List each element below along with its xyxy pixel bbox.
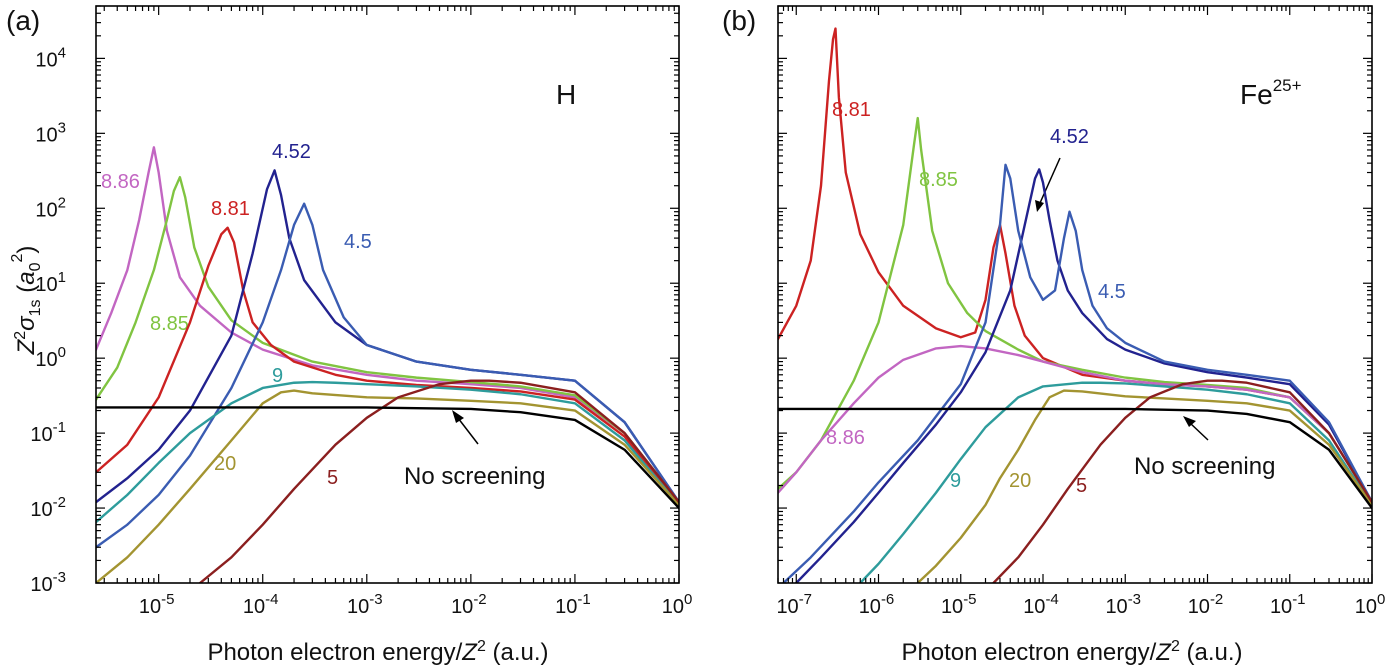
panel-a-label-20: 20	[214, 453, 236, 475]
panel-a-label-8-86: 8.86	[101, 171, 140, 193]
panel-b-label-5: 5	[1076, 475, 1087, 497]
panel-a-y-tick-label: 10-2	[30, 494, 66, 521]
panel-b-label-no-screening: No screening	[1134, 453, 1275, 480]
panel-b-series-line-5	[992, 379, 1372, 583]
panel-b-label-8-86: 8.86	[826, 427, 865, 449]
panel-a-x-tick-label: 10-5	[139, 591, 175, 618]
panel-b-x-tick-label: 10-4	[1023, 591, 1059, 618]
panel-b-x-tick-label: 10-3	[1105, 591, 1141, 618]
panel-a-series-line-8-81	[96, 226, 679, 507]
panel-b-series-line-4-52	[795, 168, 1372, 583]
panel-a-series-line-no-screening	[96, 406, 679, 510]
panel-b-series-line-20	[916, 389, 1372, 583]
panel-b-tick-labels: 10-7 10-6 10-5 10-4 10-3 10-2 10-1 100	[776, 591, 1385, 618]
panel-a-series-line-4-5	[96, 202, 679, 549]
panel-a-label-8-85: 8.85	[150, 313, 189, 335]
panel-b-label-4-5: 4.5	[1098, 281, 1126, 303]
panel-a-series-lines	[96, 146, 679, 583]
panel-a-x-axis-title: Photon electron energy/Z2 (a.u.)	[207, 638, 548, 666]
panel-b-label-9: 9	[950, 470, 961, 492]
panel-a-y-tick-label: 10-3	[30, 569, 66, 596]
panel-b-label-8-85: 8.85	[919, 169, 958, 191]
panel-b-x-tick-label: 10-2	[1188, 591, 1224, 618]
panel-a-series-line-5	[198, 379, 679, 583]
panel-a-y-axis-title: Z2σ1s (a02)	[9, 246, 44, 356]
panel-a-y-tick-label: 100	[35, 344, 66, 371]
panel-b-x-tick-label: 100	[1355, 591, 1386, 618]
panel-a-label-5: 5	[327, 467, 338, 489]
panel-b-x-tick-label: 10-6	[859, 591, 895, 618]
panel-a-series-line-8-86	[96, 146, 679, 504]
panel-b-x-tick-label: 10-7	[776, 591, 812, 618]
panel-a-element-label: H	[556, 79, 576, 110]
panel-b-label-4-52: 4.52	[1050, 126, 1089, 148]
panel-a-tick-labels: 10-5 10-4 10-3 10-2 10-1 100 10-3 10-2 10-1 100 10…	[30, 44, 692, 618]
panel-a-label-9: 9	[272, 365, 283, 387]
panel-a-y-tick-label: 103	[35, 119, 66, 146]
panel-a-x-tick-label: 10-4	[243, 591, 279, 618]
panel-b-series-line-no-screening	[778, 407, 1372, 510]
panel-a-y-tick-label: 104	[35, 44, 66, 71]
panel-b-series-line-8-85	[778, 116, 1372, 504]
panel-a-y-tick-label: 102	[35, 194, 66, 221]
panel-b-ticks	[777, 5, 1373, 584]
panel-b-label-20: 20	[1009, 470, 1031, 492]
panel-a-x-tick-label: 10-2	[451, 591, 487, 618]
panel-b-arrows	[1035, 157, 1209, 441]
panel-b-series-lines	[778, 27, 1372, 583]
panel-b-series-line-4-5	[782, 163, 1372, 583]
panel-a-label-no-screening: No screening	[404, 463, 545, 490]
panel-b-x-tick-label: 10-5	[941, 591, 977, 618]
panel-a-arrow	[452, 410, 479, 445]
panel-b-label-8-81: 8.81	[832, 99, 871, 121]
panel-b-series-line-8-86	[778, 344, 1372, 504]
panel-a-y-tick-label: 10-1	[30, 419, 66, 446]
panel-a-ticks	[96, 5, 680, 584]
panel-a-x-tick-label: 10-1	[555, 591, 591, 618]
panel-a-x-tick-label: 10-3	[347, 591, 383, 618]
panel-b-label: (b)	[722, 5, 756, 36]
panel-a-series-line-8-85	[96, 175, 679, 504]
panel-a: (a) H 8.86 8.85 8.81 4.52 4.5 9 20 5 No …	[6, 5, 692, 666]
panel-a-x-tick-label: 100	[662, 591, 693, 618]
panel-b-element-label: Fe25+	[1240, 76, 1302, 110]
panel-a-label-4-52: 4.52	[272, 141, 311, 163]
panel-b-x-axis-title: Photon electron energy/Z2 (a.u.)	[901, 638, 1242, 666]
panel-a-series-labels: 8.86 8.85 8.81 4.52 4.5 9 20 5 No screen…	[101, 141, 545, 490]
panel-a-series-line-20	[96, 389, 679, 583]
panel-b-series-line-9	[859, 381, 1372, 583]
panel-b-series-labels: 8.81 8.85 8.86 4.52 4.5 9 20 5 No screen…	[826, 99, 1275, 497]
panel-b: (b) Fe25+ 8.81 8.85 8.86 4.52 4.5 9 20 5…	[722, 5, 1385, 666]
panel-b-x-tick-label: 10-1	[1270, 591, 1306, 618]
panel-a-label: (a)	[6, 5, 40, 36]
panel-a-y-tick-label: 101	[35, 269, 66, 296]
panel-a-label-4-5: 4.5	[344, 231, 372, 253]
panel-a-label-8-81: 8.81	[211, 198, 250, 220]
panel-a-series-line-9	[96, 380, 679, 524]
